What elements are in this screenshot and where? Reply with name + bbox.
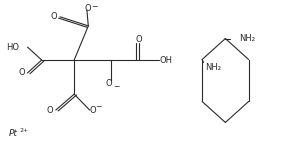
- Text: OH: OH: [160, 56, 172, 65]
- Text: 2+: 2+: [20, 128, 29, 133]
- Text: O: O: [47, 106, 53, 115]
- Text: −: −: [96, 102, 102, 111]
- Text: O: O: [136, 35, 143, 44]
- Text: NH₂: NH₂: [205, 63, 221, 72]
- Text: O: O: [85, 4, 92, 13]
- Text: O: O: [89, 106, 96, 115]
- Text: −: −: [113, 82, 119, 91]
- Text: O: O: [51, 12, 57, 21]
- Text: −: −: [92, 2, 98, 11]
- Text: NH₂: NH₂: [239, 34, 256, 43]
- Text: O: O: [18, 68, 25, 77]
- Text: O: O: [105, 79, 112, 88]
- Text: Pt: Pt: [9, 129, 18, 138]
- Text: HO: HO: [6, 43, 19, 52]
